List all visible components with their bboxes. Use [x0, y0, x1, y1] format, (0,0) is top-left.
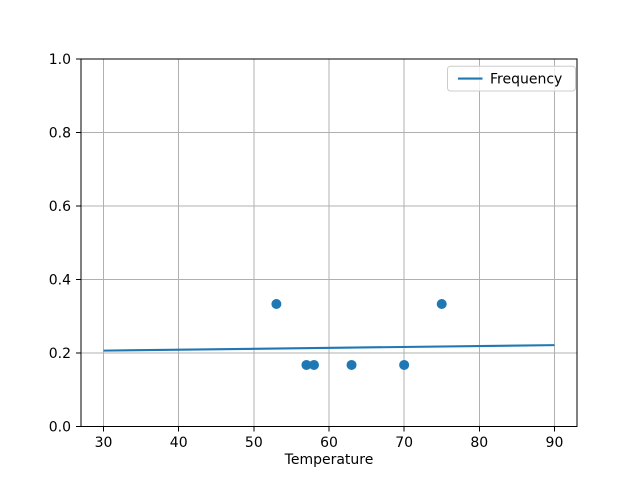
legend-label: Frequency	[490, 72, 562, 88]
axis-ticks	[76, 58, 555, 432]
scatter-point	[399, 359, 410, 370]
scatter-point	[308, 359, 319, 370]
x-tick-label: 90	[546, 435, 564, 451]
scatter-point	[436, 298, 447, 309]
y-tick-label: 0.6	[49, 199, 71, 215]
x-axis-label: Temperature	[284, 452, 374, 468]
scatter-series	[271, 298, 447, 370]
y-tick-label: 0.0	[49, 419, 71, 435]
x-tick-label: 70	[395, 435, 413, 451]
scatter-point	[271, 298, 282, 309]
x-tick-label: 30	[95, 435, 113, 451]
x-tick-label: 60	[320, 435, 338, 451]
x-tick-label: 50	[245, 435, 263, 451]
gridlines	[81, 58, 577, 427]
legend: Frequency	[447, 65, 576, 92]
scatter-point	[346, 359, 357, 370]
legend-box	[447, 65, 576, 92]
y-tick-label: 0.2	[49, 346, 71, 362]
axis-tick-labels: 30 40 50 60 70 80 90 0.0 0.2 0.4 0.6 0.8 1.0	[49, 52, 564, 451]
scatter-point	[301, 359, 312, 370]
y-tick-label: 0.4	[49, 272, 71, 288]
y-tick-label: 0.8	[49, 125, 71, 141]
x-tick-label: 80	[470, 435, 488, 451]
frequency-trend-line	[103, 344, 555, 352]
y-tick-label: 1.0	[49, 52, 71, 68]
x-tick-label: 40	[170, 435, 188, 451]
